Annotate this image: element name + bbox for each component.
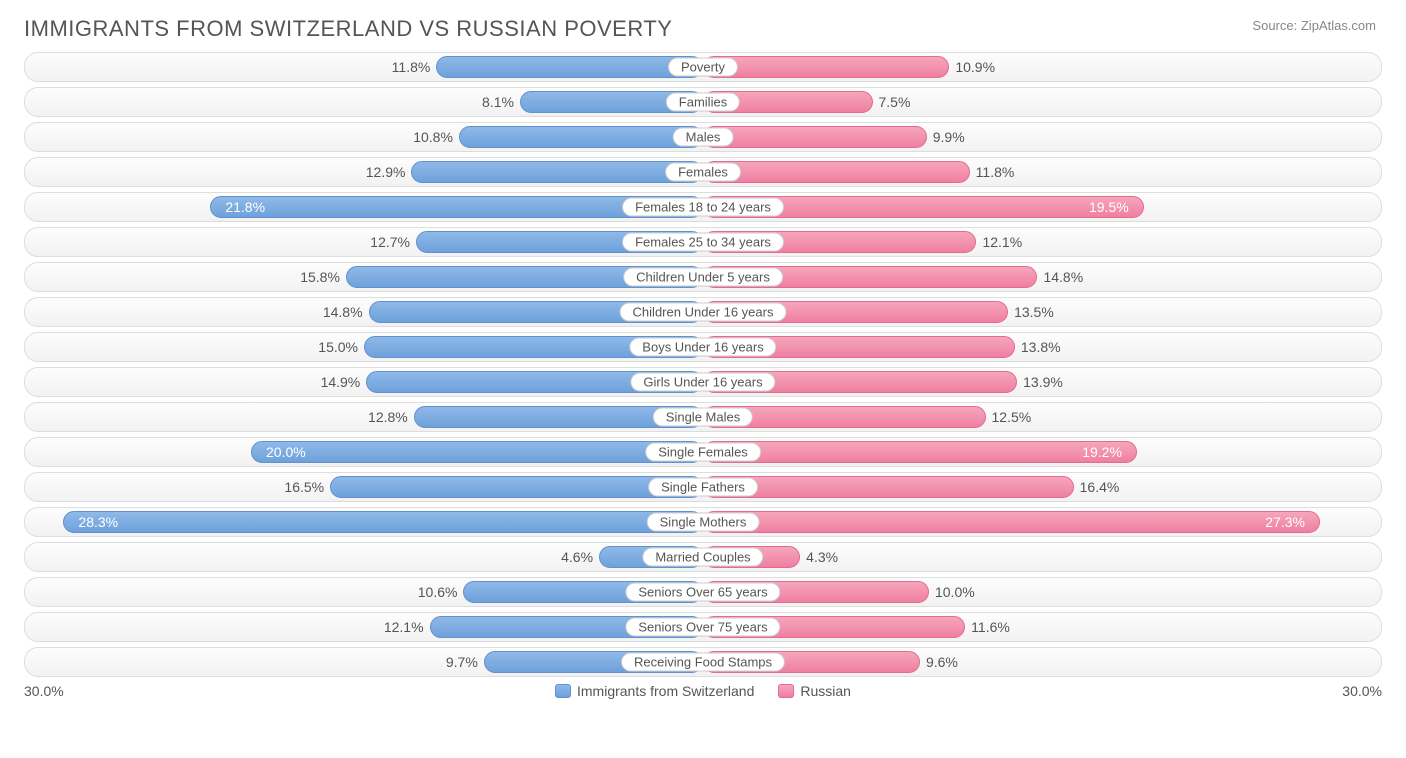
category-label: Females bbox=[665, 163, 741, 182]
category-label: Males bbox=[673, 128, 734, 147]
legend-item-right: Russian bbox=[778, 683, 851, 699]
bar-left: 20.0% bbox=[251, 441, 703, 463]
chart-row: 15.0% 13.8% Boys Under 16 years bbox=[24, 332, 1382, 362]
legend: Immigrants from Switzerland Russian bbox=[555, 683, 851, 699]
category-label: Seniors Over 65 years bbox=[625, 583, 780, 602]
category-label: Girls Under 16 years bbox=[630, 373, 775, 392]
value-label-right: 13.8% bbox=[1021, 339, 1061, 355]
category-label: Single Females bbox=[645, 443, 761, 462]
value-label-left: 20.0% bbox=[258, 444, 314, 460]
value-label-left: 11.8% bbox=[392, 59, 431, 75]
chart-row: 28.3% 27.3% Single Mothers bbox=[24, 507, 1382, 537]
value-label-left: 10.6% bbox=[418, 584, 458, 600]
category-label: Females 25 to 34 years bbox=[622, 233, 784, 252]
bar-right bbox=[703, 126, 927, 148]
chart-row: 15.8% 14.8% Children Under 5 years bbox=[24, 262, 1382, 292]
value-label-right: 12.5% bbox=[992, 409, 1032, 425]
chart-title: IMMIGRANTS FROM SWITZERLAND VS RUSSIAN P… bbox=[24, 16, 1382, 42]
source-attribution: Source: ZipAtlas.com bbox=[1252, 18, 1376, 33]
value-label-left: 15.0% bbox=[318, 339, 358, 355]
bar-left bbox=[459, 126, 703, 148]
value-label-left: 12.8% bbox=[368, 409, 408, 425]
value-label-right: 19.2% bbox=[1074, 444, 1130, 460]
legend-label-left: Immigrants from Switzerland bbox=[577, 683, 754, 699]
bar-right: 27.3% bbox=[703, 511, 1320, 533]
value-label-right: 12.1% bbox=[982, 234, 1022, 250]
chart-row: 4.6% 4.3% Married Couples bbox=[24, 542, 1382, 572]
bar-left: 28.3% bbox=[63, 511, 703, 533]
value-label-left: 12.7% bbox=[370, 234, 410, 250]
category-label: Children Under 16 years bbox=[620, 303, 787, 322]
axis-max-right: 30.0% bbox=[1342, 683, 1382, 699]
chart-row: 10.8% 9.9% Males bbox=[24, 122, 1382, 152]
chart-area: 11.8% 10.9% Poverty 8.1% 7.5% Families 10.8% 9.… bbox=[24, 52, 1382, 677]
category-label: Families bbox=[666, 93, 740, 112]
legend-item-left: Immigrants from Switzerland bbox=[555, 683, 754, 699]
value-label-right: 19.5% bbox=[1081, 199, 1137, 215]
category-label: Females 18 to 24 years bbox=[622, 198, 784, 217]
chart-row: 21.8% 19.5% Females 18 to 24 years bbox=[24, 192, 1382, 222]
chart-row: 12.8% 12.5% Single Males bbox=[24, 402, 1382, 432]
legend-swatch-left bbox=[555, 684, 571, 698]
value-label-right: 13.5% bbox=[1014, 304, 1054, 320]
chart-footer: 30.0% Immigrants from Switzerland Russia… bbox=[24, 683, 1382, 699]
value-label-left: 8.1% bbox=[482, 94, 514, 110]
bar-right: 19.2% bbox=[703, 441, 1137, 463]
bar-right bbox=[703, 161, 970, 183]
chart-row: 9.7% 9.6% Receiving Food Stamps bbox=[24, 647, 1382, 677]
value-label-right: 27.3% bbox=[1257, 514, 1313, 530]
value-label-left: 10.8% bbox=[413, 129, 453, 145]
category-label: Seniors Over 75 years bbox=[625, 618, 780, 637]
value-label-left: 28.3% bbox=[70, 514, 126, 530]
chart-row: 10.6% 10.0% Seniors Over 65 years bbox=[24, 577, 1382, 607]
chart-row: 8.1% 7.5% Families bbox=[24, 87, 1382, 117]
value-label-right: 10.9% bbox=[955, 59, 995, 75]
value-label-left: 12.1% bbox=[384, 619, 424, 635]
bar-left bbox=[436, 56, 703, 78]
chart-row: 14.8% 13.5% Children Under 16 years bbox=[24, 297, 1382, 327]
value-label-right: 9.6% bbox=[926, 654, 958, 670]
value-label-left: 14.9% bbox=[321, 374, 361, 390]
chart-row: 20.0% 19.2% Single Females bbox=[24, 437, 1382, 467]
value-label-right: 9.9% bbox=[933, 129, 965, 145]
value-label-right: 11.6% bbox=[971, 619, 1010, 635]
category-label: Boys Under 16 years bbox=[629, 338, 776, 357]
category-label: Single Males bbox=[653, 408, 753, 427]
value-label-left: 12.9% bbox=[366, 164, 406, 180]
value-label-left: 4.6% bbox=[561, 549, 593, 565]
chart-row: 12.9% 11.8% Females bbox=[24, 157, 1382, 187]
value-label-left: 9.7% bbox=[446, 654, 478, 670]
bar-left bbox=[411, 161, 703, 183]
axis-max-left: 30.0% bbox=[24, 683, 64, 699]
chart-row: 16.5% 16.4% Single Fathers bbox=[24, 472, 1382, 502]
value-label-right: 16.4% bbox=[1080, 479, 1120, 495]
value-label-left: 16.5% bbox=[284, 479, 324, 495]
value-label-left: 14.8% bbox=[323, 304, 363, 320]
legend-label-right: Russian bbox=[800, 683, 851, 699]
category-label: Single Mothers bbox=[647, 513, 760, 532]
source-label: Source: bbox=[1252, 18, 1297, 33]
value-label-right: 13.9% bbox=[1023, 374, 1063, 390]
value-label-right: 4.3% bbox=[806, 549, 838, 565]
legend-swatch-right bbox=[778, 684, 794, 698]
value-label-right: 7.5% bbox=[879, 94, 911, 110]
source-name: ZipAtlas.com bbox=[1301, 18, 1376, 33]
value-label-left: 21.8% bbox=[217, 199, 273, 215]
value-label-right: 10.0% bbox=[935, 584, 975, 600]
chart-row: 12.1% 11.6% Seniors Over 75 years bbox=[24, 612, 1382, 642]
category-label: Receiving Food Stamps bbox=[621, 653, 785, 672]
chart-row: 14.9% 13.9% Girls Under 16 years bbox=[24, 367, 1382, 397]
chart-row: 11.8% 10.9% Poverty bbox=[24, 52, 1382, 82]
value-label-right: 11.8% bbox=[976, 164, 1015, 180]
category-label: Poverty bbox=[668, 58, 738, 77]
chart-row: 12.7% 12.1% Females 25 to 34 years bbox=[24, 227, 1382, 257]
category-label: Married Couples bbox=[642, 548, 763, 567]
category-label: Single Fathers bbox=[648, 478, 758, 497]
value-label-left: 15.8% bbox=[300, 269, 340, 285]
bar-right bbox=[703, 476, 1074, 498]
bar-left bbox=[330, 476, 703, 498]
value-label-right: 14.8% bbox=[1043, 269, 1083, 285]
bar-right bbox=[703, 56, 949, 78]
category-label: Children Under 5 years bbox=[623, 268, 783, 287]
